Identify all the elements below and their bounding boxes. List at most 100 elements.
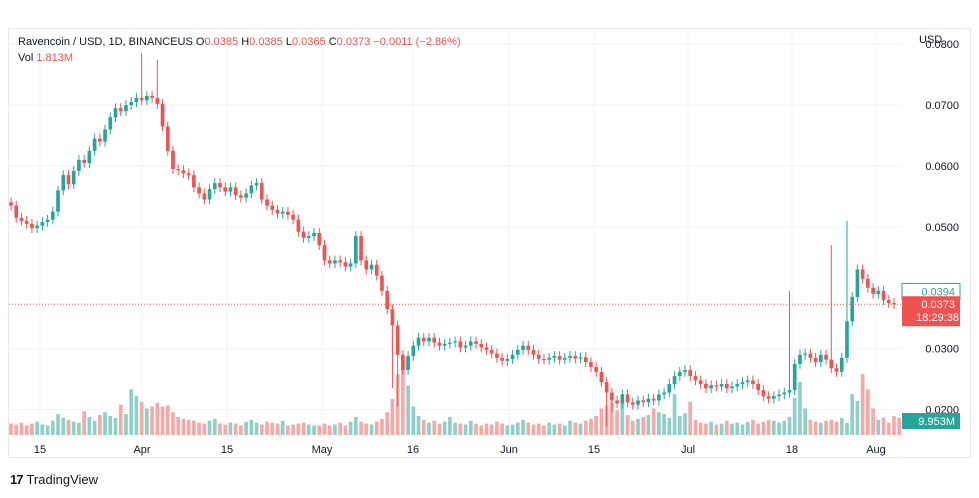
candle-body	[218, 183, 222, 188]
candle	[442, 338, 447, 351]
volume-bar	[662, 414, 666, 435]
candle	[155, 59, 160, 109]
volume-bar	[683, 413, 687, 435]
candle	[589, 357, 593, 372]
volume-bar	[489, 424, 494, 435]
volume-bar	[510, 424, 515, 435]
volume-label: Vol	[18, 52, 34, 64]
candle	[108, 112, 113, 135]
volume-bar	[547, 422, 551, 435]
volume-bar	[165, 405, 170, 435]
candle-body	[573, 356, 578, 359]
candle	[249, 180, 254, 199]
candle	[218, 178, 222, 193]
candle	[186, 168, 191, 181]
candle-body	[171, 150, 175, 170]
candle-body	[338, 260, 342, 263]
candle	[317, 228, 322, 251]
candle	[239, 190, 243, 203]
tradingview-logo-icon[interactable]: 17	[10, 472, 24, 487]
candle	[181, 165, 186, 179]
candle	[709, 380, 713, 394]
volume-bar	[531, 424, 536, 435]
time-tick-label: 16	[407, 444, 419, 456]
price-tick-label: 0.0500	[925, 222, 959, 234]
volume-bar	[698, 422, 703, 435]
candle-body	[249, 185, 254, 194]
high-value: 0.0385	[249, 36, 283, 48]
candle	[134, 92, 139, 107]
volume-bar	[30, 423, 34, 435]
candle-body	[515, 349, 520, 355]
candle-body	[641, 400, 646, 403]
candle	[892, 298, 896, 310]
candle-body	[766, 396, 771, 399]
candle-body	[448, 342, 452, 344]
candle	[510, 349, 515, 364]
candle	[573, 351, 578, 364]
time-tick-label: 15	[221, 444, 233, 456]
volume-bar	[771, 420, 776, 435]
volume-bar	[197, 422, 201, 435]
candle-body	[306, 236, 311, 238]
candle	[354, 231, 358, 269]
candle	[688, 365, 693, 381]
volume-bar	[343, 425, 348, 435]
candle	[547, 352, 551, 365]
candle	[40, 217, 45, 231]
volume-bar	[651, 408, 656, 435]
candle	[521, 340, 525, 355]
candle	[771, 391, 776, 404]
volume-bar	[56, 414, 60, 435]
price-chart[interactable]: 0.08000.07000.06000.05000.03000.0200USD1…	[9, 29, 972, 459]
candle-body	[761, 390, 766, 397]
candle	[683, 365, 687, 377]
candle-body	[390, 309, 395, 326]
volume-bar	[369, 424, 374, 435]
candle-body	[186, 173, 191, 176]
candle-body	[651, 398, 656, 401]
volume-bar	[118, 404, 123, 435]
volume-bar	[792, 397, 797, 435]
candle	[662, 387, 666, 400]
volume-bar	[24, 425, 29, 435]
candle-body	[892, 303, 896, 305]
candle-body	[510, 354, 515, 360]
candle	[427, 332, 431, 347]
volume-bar	[630, 420, 635, 435]
volume-bar	[317, 425, 322, 435]
candle	[866, 273, 870, 293]
candle-body	[244, 193, 248, 198]
candle	[301, 226, 306, 243]
candle	[724, 379, 729, 394]
candle-body	[333, 260, 337, 264]
candle-body	[625, 394, 630, 403]
candle	[118, 103, 123, 117]
volume-bar	[620, 403, 625, 435]
volume-bar	[448, 416, 452, 435]
candle-body	[427, 337, 431, 342]
candle	[651, 393, 656, 406]
volume-bar	[850, 394, 855, 435]
candle	[468, 336, 473, 351]
candle	[787, 290, 792, 398]
candle-body	[312, 233, 316, 237]
candle-body	[202, 193, 207, 200]
symbol-title[interactable]: Ravencoin / USD, 1D, BINANCEUS	[18, 36, 193, 48]
candle-body	[771, 396, 776, 399]
candle-body	[24, 220, 29, 224]
volume-bar	[338, 422, 342, 435]
candle-body	[233, 187, 238, 196]
candle	[14, 200, 19, 223]
candle-body	[698, 380, 703, 385]
volume-bar	[291, 424, 295, 435]
candle-body	[275, 209, 280, 214]
volume-bar	[77, 422, 81, 435]
volume-bar	[573, 422, 578, 435]
candle-body	[745, 380, 750, 383]
brand-name[interactable]: TradingView	[26, 472, 99, 487]
time-tick-label: Jul	[681, 444, 695, 456]
candle	[129, 97, 134, 110]
candle-body	[374, 264, 379, 276]
volume-bar	[401, 362, 405, 435]
